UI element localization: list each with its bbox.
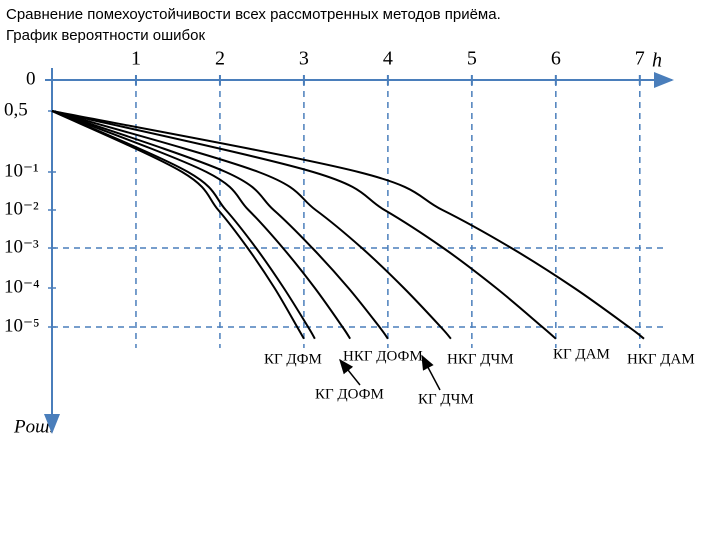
y-tick-label: 10⁻³ [4,236,39,257]
y-tick-label: 10⁻¹ [4,160,39,181]
y-tick-label: 10⁻⁴ [4,276,40,297]
legend-label: КГ ДФМ [264,351,322,367]
x-tick-label: 4 [383,48,393,70]
x-tick-label: 5 [467,48,477,70]
curve [51,110,557,340]
legend-label: НКГ ДАМ [627,351,695,367]
x-axis-label: h [652,50,662,72]
label-arrow [421,354,441,391]
curve [51,110,316,340]
y-axis-label: Pош. [13,416,54,437]
x-tick-label: 1 [131,48,141,70]
curve [51,110,305,340]
x-tick-label: 2 [215,48,225,70]
label-arrow [339,358,361,386]
x-tick-label: 6 [551,48,561,70]
legend-label: КГ ДОФМ [315,386,384,402]
curve [51,110,351,340]
curve [51,110,645,340]
x-tick-label: 3 [299,48,309,70]
curve [51,110,452,340]
x-tick-label: 7 [635,48,645,70]
origin-label: 0 [26,68,36,89]
chart-subtitle: График вероятности ошибок [6,27,205,44]
y-tick-label: 10⁻⁵ [4,315,40,336]
y-tick-label: 10⁻² [4,198,39,219]
legend-label: КГ ДАМ [553,346,610,362]
y-tick-label: 0,5 [4,99,28,120]
chart-title: Сравнение помехоустойчивости всех рассмо… [6,6,501,23]
curve [51,110,389,340]
legend-label: НКГ ДОФМ [343,348,423,364]
legend-label: НКГ ДЧМ [447,351,514,367]
legend-label: КГ ДЧМ [418,391,474,407]
